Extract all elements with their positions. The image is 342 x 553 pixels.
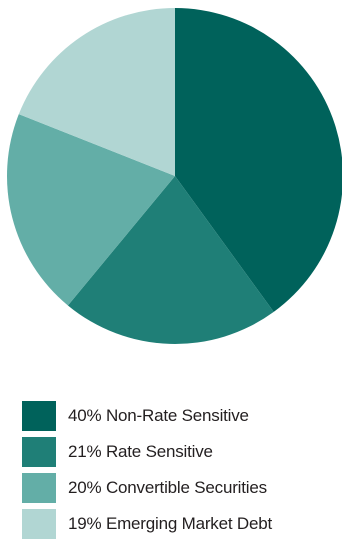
legend-label-rate-sensitive: 21% Rate Sensitive (68, 442, 213, 461)
legend-label-non-rate-sensitive: 40% Non-Rate Sensitive (68, 406, 249, 425)
pie-slice-rate-sensitive (67, 176, 274, 345)
legend-item-non-rate-sensitive: 40% Non-Rate Sensitive (22, 398, 272, 434)
chart-legend: 40% Non-Rate Sensitive 21% Rate Sensitiv… (22, 398, 272, 542)
legend-label-emerging-market-debt: 19% Emerging Market Debt (68, 514, 273, 533)
legend-item-rate-sensitive: 21% Rate Sensitive (22, 434, 272, 470)
pie-slice-emerging-market-debt (18, 8, 175, 176)
legend-label-convertible-securities: 20% Convertible Securities (68, 478, 267, 497)
legend-swatch-non-rate-sensitive (22, 401, 56, 431)
legend-item-emerging-market-debt: 19% Emerging Market Debt (22, 506, 272, 542)
pie-slice-convertible-securities (7, 114, 175, 306)
legend-swatch-rate-sensitive (22, 437, 56, 467)
pie-slice-non-rate-sensitive (175, 8, 342, 312)
pie-chart (7, 8, 342, 345)
legend-swatch-emerging-market-debt (22, 509, 56, 539)
legend-item-convertible-securities: 20% Convertible Securities (22, 470, 272, 506)
legend-swatch-convertible-securities (22, 473, 56, 503)
